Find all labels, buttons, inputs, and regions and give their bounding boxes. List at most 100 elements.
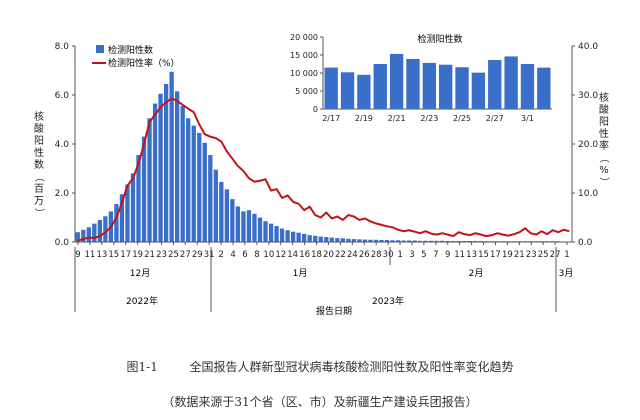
x-tick-label: 1	[397, 250, 402, 260]
x-tick-label: 10	[263, 250, 274, 260]
x-tick-label: 16	[299, 250, 310, 260]
bar	[180, 106, 185, 242]
x-tick-label: 15	[478, 250, 489, 260]
rate-line	[77, 97, 570, 242]
bar	[141, 136, 147, 242]
bar	[186, 118, 191, 242]
inset-y-tick-label: 5 000	[295, 87, 318, 96]
bar	[75, 232, 80, 242]
left-axis-label-char: 百	[34, 183, 44, 195]
right-tick-label: 0.0	[578, 238, 593, 248]
bar	[379, 240, 384, 242]
right-axis-label-char: （	[598, 153, 610, 163]
bar	[81, 229, 86, 242]
year-labels: 2022年 2023年 报告日期	[126, 295, 404, 317]
bar	[290, 231, 296, 242]
inset-bar	[537, 67, 551, 109]
bar	[136, 155, 141, 242]
bar	[191, 125, 196, 243]
bar	[324, 237, 329, 242]
inset-bar	[406, 58, 420, 109]
bar	[417, 240, 423, 242]
bar	[340, 238, 345, 242]
x-tick-label: 19	[132, 250, 143, 260]
figure-caption-note: （数据来源于31个省（区、市）及新疆生产建设兵团报告）	[0, 393, 640, 410]
x-tick-label: 25	[168, 250, 179, 260]
x-tick-label: 6	[242, 250, 247, 260]
left-axis-label-char: 酸	[34, 122, 44, 135]
x-tick-label: 13	[466, 250, 477, 260]
figure-caption: 图1-1 全国报告人群新型冠状病毒核酸检测阳性数及阳性率变化趋势	[0, 358, 640, 375]
bar	[390, 240, 395, 242]
right-axis-label-char: 性	[599, 127, 609, 140]
bar	[257, 217, 263, 242]
inset-x-tick-label: 2/19	[355, 114, 373, 123]
inset-y-tick-label: 10 000	[290, 69, 318, 78]
bar	[103, 216, 108, 242]
inset-bar	[373, 64, 387, 109]
bar	[313, 235, 318, 243]
right-tick-label: 40.0	[578, 42, 598, 52]
x-tick-label: 23	[526, 250, 537, 260]
right-tick-label: 20.0	[578, 140, 598, 150]
bar	[197, 132, 202, 242]
bar	[163, 83, 169, 242]
inset-bar	[324, 67, 338, 109]
inset-bar	[439, 64, 453, 109]
x-tick-label: 7	[433, 250, 438, 260]
year-label-2022: 2022年	[126, 295, 158, 307]
inset-bar	[357, 74, 371, 109]
caption-id: 图1-1	[126, 360, 158, 374]
left-axis-label-char: ）	[33, 208, 45, 218]
bar	[285, 230, 290, 242]
x-tick-label: 3	[409, 250, 414, 260]
inset-bars	[324, 53, 551, 109]
x-tick-label: 5	[421, 250, 426, 260]
bar	[406, 240, 412, 242]
bar	[169, 71, 174, 242]
right-axis-label-char: %	[599, 165, 609, 176]
left-tick-label: 4.0	[55, 140, 70, 150]
bar	[307, 235, 312, 242]
bar	[152, 103, 158, 242]
main-chart-rate-line	[77, 97, 570, 242]
inset-bar	[340, 72, 355, 109]
x-tick-label: 30	[383, 250, 394, 260]
x-tick-label: 22	[335, 250, 346, 260]
x-tick-label: 9	[75, 250, 80, 260]
bar	[224, 189, 230, 242]
bar	[401, 240, 406, 242]
left-tick-label: 0.0	[55, 238, 70, 248]
bar	[230, 199, 235, 243]
month-label-feb: 2月	[469, 268, 484, 279]
x-tick-label: 27	[550, 250, 561, 260]
x-tick-label: 31	[204, 250, 215, 260]
x-tick-label: 17	[490, 250, 501, 260]
main-chart-legend: 检测阳性数 检测阳性率（%）	[92, 44, 180, 69]
month-label-dec: 12月	[130, 268, 150, 279]
x-tick-label: 19	[502, 250, 513, 260]
inset-x-tick-label: 2/25	[453, 114, 471, 123]
x-tick-label: 15	[108, 250, 119, 260]
bar	[368, 239, 373, 242]
inset-x-tick-label: 2/27	[486, 114, 504, 123]
bar	[147, 118, 152, 242]
bar	[279, 228, 285, 242]
x-tick-label: 24	[347, 250, 358, 260]
inset-bar	[471, 72, 486, 109]
x-tick-label: 8	[254, 250, 259, 260]
x-tick-label: 20	[323, 250, 334, 260]
x-tick-label: 28	[371, 250, 382, 260]
inset-x-tick-label: 2/21	[388, 114, 406, 123]
inset-bar	[422, 62, 436, 109]
month-labels: 12月 1月 2月 3月	[130, 268, 574, 279]
bar	[130, 173, 136, 242]
x-tick-label: 25	[538, 250, 549, 260]
left-axis-label-char: 阳	[34, 135, 44, 147]
bar	[346, 238, 351, 242]
main-chart-axes: 0.0 2.0 4.0 6.0 8.0 0.0 10.0 20.0 30.0 40.0	[55, 42, 599, 248]
right-axis-label-char: ）	[598, 177, 610, 187]
x-tick-label: 13	[96, 250, 107, 260]
bar	[296, 232, 301, 242]
